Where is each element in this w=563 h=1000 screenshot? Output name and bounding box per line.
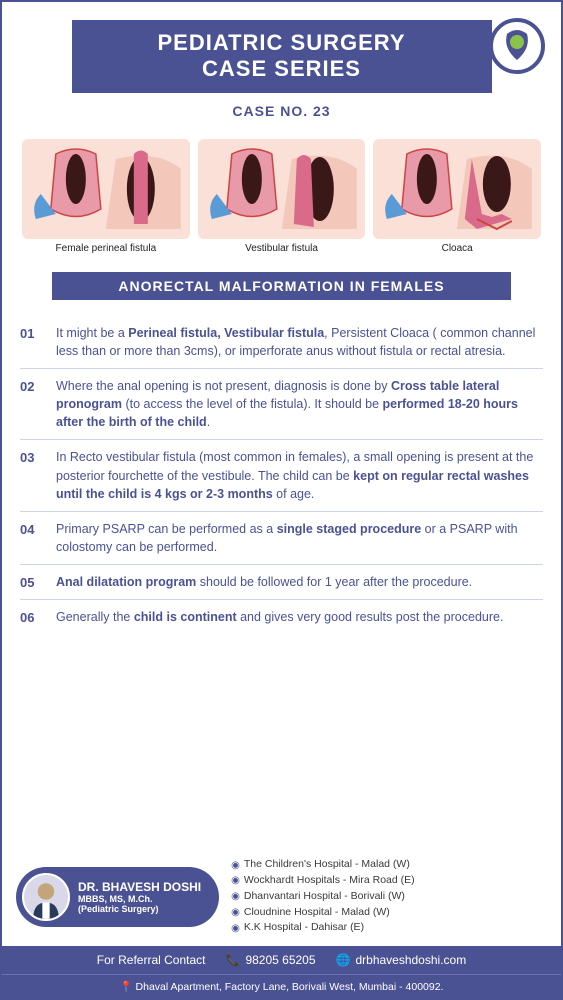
points-list: 01 It might be a Perineal fistula, Vesti… bbox=[2, 310, 561, 849]
point-text: Where the anal opening is not present, d… bbox=[56, 377, 543, 431]
pin-icon: ◉ bbox=[231, 921, 240, 936]
hospital-item: ◉ K.K Hospital - Dahisar (E) bbox=[231, 920, 547, 936]
point-number: 04 bbox=[20, 520, 44, 537]
header: PEDIATRIC SURGERY CASE SERIES CASE NO. 2… bbox=[2, 2, 561, 127]
logo-icon bbox=[487, 16, 547, 76]
doctor-avatar bbox=[22, 873, 70, 921]
address-text: Dhaval Apartment, Factory Lane, Borivali… bbox=[136, 981, 444, 993]
diagram-caption-1: Female perineal fistula bbox=[22, 243, 190, 254]
contact-bar: For Referral Contact 📞 98205 65205 🌐 drbha… bbox=[2, 946, 561, 974]
diagram-2: Vestibular fistula bbox=[198, 139, 366, 254]
footer-section: DR. BHAVESH DOSHI MBBS, MS, M.Ch. (Pedia… bbox=[2, 849, 561, 946]
point-item: 03 In Recto vestibular fistula (most com… bbox=[20, 440, 543, 511]
point-number: 05 bbox=[20, 573, 44, 590]
point-item: 01 It might be a Perineal fistula, Vesti… bbox=[20, 316, 543, 369]
pin-icon: ◉ bbox=[231, 858, 240, 873]
diagram-img-2 bbox=[198, 139, 366, 239]
diagram-caption-3: Cloaca bbox=[373, 243, 541, 254]
point-number: 01 bbox=[20, 324, 44, 341]
point-text: Primary PSARP can be performed as a sing… bbox=[56, 520, 543, 556]
website-url: drbhaveshdoshi.com bbox=[355, 953, 466, 967]
doctor-info: DR. BHAVESH DOSHI MBBS, MS, M.Ch. (Pedia… bbox=[78, 880, 201, 914]
point-number: 02 bbox=[20, 377, 44, 394]
point-item: 06 Generally the child is continent and … bbox=[20, 600, 543, 634]
title-line-2: CASE SERIES bbox=[112, 56, 452, 82]
pin-icon: ◉ bbox=[231, 889, 240, 904]
point-item: 02 Where the anal opening is not present… bbox=[20, 369, 543, 440]
hospitals-list: ◉ The Children's Hospital - Malad (W) ◉ Wo… bbox=[231, 857, 547, 936]
point-text: Anal dilatation program should be follow… bbox=[56, 573, 543, 591]
hospital-item: ◉ Cloudnine Hospital - Malad (W) bbox=[231, 905, 547, 921]
hospital-name: Dhanvantari Hospital - Borivali (W) bbox=[244, 889, 405, 905]
page-container: PEDIATRIC SURGERY CASE SERIES CASE NO. 2… bbox=[0, 0, 563, 1000]
point-item: 05 Anal dilatation program should be fol… bbox=[20, 565, 543, 600]
hospital-item: ◉ Wockhardt Hospitals - Mira Road (E) bbox=[231, 873, 547, 889]
point-number: 06 bbox=[20, 608, 44, 625]
doctor-name: DR. BHAVESH DOSHI bbox=[78, 880, 201, 894]
hospital-item: ◉ The Children's Hospital - Malad (W) bbox=[231, 857, 547, 873]
hospital-item: ◉ Dhanvantari Hospital - Borivali (W) bbox=[231, 889, 547, 905]
address-bar: 📍 Dhaval Apartment, Factory Lane, Boriva… bbox=[2, 974, 561, 998]
point-text: Generally the child is continent and giv… bbox=[56, 608, 543, 626]
globe-icon: 🌐 bbox=[336, 953, 351, 967]
diagram-img-1 bbox=[22, 139, 190, 239]
hospital-name: The Children's Hospital - Malad (W) bbox=[244, 857, 410, 873]
point-number: 03 bbox=[20, 448, 44, 465]
phone-number: 98205 65205 bbox=[245, 953, 315, 967]
point-text: It might be a Perineal fistula, Vestibul… bbox=[56, 324, 543, 360]
section-title: ANORECTAL MALFORMATION IN FEMALES bbox=[52, 272, 511, 300]
contact-website: 🌐 drbhaveshdoshi.com bbox=[336, 953, 467, 967]
diagram-img-3 bbox=[373, 139, 541, 239]
hospital-name: Wockhardt Hospitals - Mira Road (E) bbox=[244, 873, 415, 889]
hospital-name: K.K Hospital - Dahisar (E) bbox=[244, 920, 364, 936]
diagram-1: Female perineal fistula bbox=[22, 139, 190, 254]
doctor-badge: DR. BHAVESH DOSHI MBBS, MS, M.Ch. (Pedia… bbox=[16, 867, 219, 927]
point-text: In Recto vestibular fistula (most common… bbox=[56, 448, 543, 502]
contact-phone: 📞 98205 65205 bbox=[225, 953, 315, 967]
title-line-1: PEDIATRIC SURGERY bbox=[112, 30, 452, 56]
contact-label: For Referral Contact bbox=[97, 953, 206, 967]
pin-icon: ◉ bbox=[231, 905, 240, 920]
location-icon: 📍 bbox=[120, 981, 133, 993]
title-banner: PEDIATRIC SURGERY CASE SERIES bbox=[72, 20, 492, 93]
case-number: CASE NO. 23 bbox=[22, 103, 541, 119]
diagram-caption-2: Vestibular fistula bbox=[198, 243, 366, 254]
doctor-credentials: MBBS, MS, M.Ch. bbox=[78, 894, 201, 904]
pin-icon: ◉ bbox=[231, 873, 240, 888]
diagrams-row: Female perineal fistula Vestibular fistu… bbox=[2, 127, 561, 262]
hospital-name: Cloudnine Hospital - Malad (W) bbox=[244, 905, 390, 921]
diagram-3: Cloaca bbox=[373, 139, 541, 254]
point-item: 04 Primary PSARP can be performed as a s… bbox=[20, 512, 543, 565]
phone-icon: 📞 bbox=[225, 953, 240, 967]
doctor-specialty: (Pediatric Surgery) bbox=[78, 904, 201, 914]
